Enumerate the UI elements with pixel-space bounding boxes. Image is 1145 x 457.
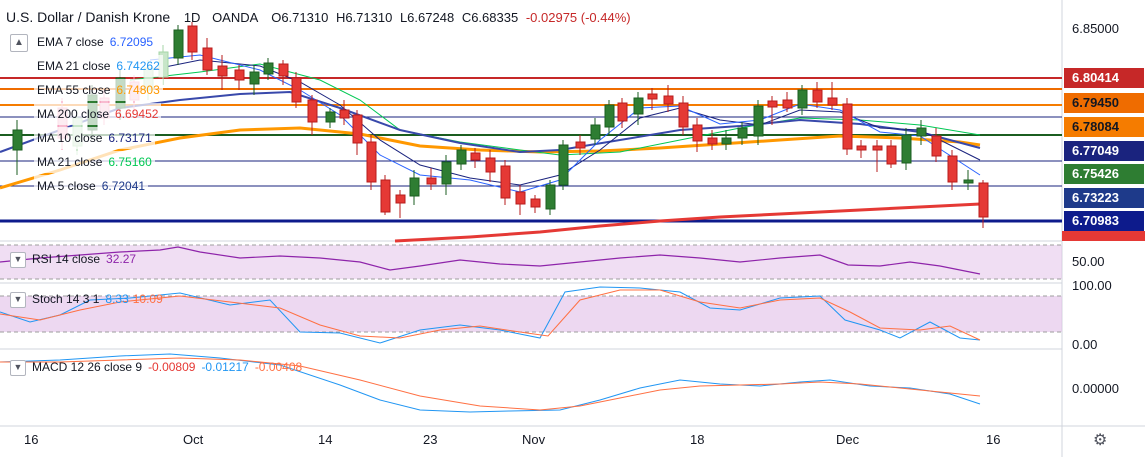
x-axis-label: Oct [183,432,204,447]
high-value: H6.71310 [335,10,393,25]
chevron-down-icon[interactable]: ▼ [10,251,26,268]
macd-signal-line [0,357,981,411]
stoch-legend[interactable]: ▼ Stoch 14 3 1 8.33 10.09 [10,290,163,308]
macd-legend[interactable]: ▼ MACD 12 26 close 9 -0.00809 -0.01217 -0.00… [10,358,302,376]
price-badge: 6.80414 [1064,68,1144,88]
x-axis-label: 16 [986,432,1001,447]
candlesticks [12,22,989,228]
chevron-down-icon[interactable]: ▼ [10,291,26,308]
x-axis-label: 18 [690,432,705,447]
x-axis-label: Nov [522,432,546,447]
ma10-line [149,59,981,186]
legend-ma5[interactable]: MA 5 close 6.72041 [34,175,149,197]
stoch-band [0,296,1062,332]
close-value: C6.68335 [461,10,519,25]
ma21-line [129,63,981,156]
symbol-title[interactable]: U.S. Dollar / Danish Krone [6,9,171,25]
symbol-header: U.S. Dollar / Danish Krone 1D OANDA O6.7… [6,9,631,25]
stoch-axis-top: 100.00 [1072,278,1112,293]
stoch-k-line [0,286,981,344]
price-badge: 6.79450 [1064,93,1144,113]
price-badge: 6.73223 [1064,188,1144,208]
x-axis-label: Dec [836,432,860,447]
macd-axis-label: 0.00000 [1072,381,1119,396]
price-level-lines [0,77,1062,223]
price-badge: 6.78084 [1064,117,1144,137]
open-value: O6.71310 [271,10,329,25]
legend-ema21[interactable]: EMA 21 close 6.74262 [34,55,163,77]
price-badge: 6.75426 [1064,164,1144,184]
price-badge: 6.77049 [1064,141,1144,161]
low-value: L6.67248 [399,10,455,25]
legend-ma21[interactable]: MA 21 close 6.75160 [34,151,155,173]
ema7-line [149,54,981,193]
legend-ma200[interactable]: MA 200 close 6.69452 [34,103,162,125]
rsi-legend[interactable]: ▼ RSI 14 close 32.27 [10,250,136,268]
legend-ma10[interactable]: MA 10 close 6.73171 [34,127,155,149]
change-value: -0.02975 (-0.44%) [525,10,631,25]
ema21-line [0,90,981,154]
stoch-axis-bottom: 0.00 [1072,337,1098,352]
ma200-line [394,202,981,243]
chevron-up-icon[interactable]: ▲ [10,34,28,52]
price-badge: 6.70983 [1064,211,1144,231]
interval-label[interactable]: 1D [183,10,201,25]
rsi-line [0,246,981,275]
x-axis-label: 16 [24,432,39,447]
legend-ema55[interactable]: EMA 55 close 6.74803 [34,79,163,101]
macd-line [0,353,981,413]
stoch-d-line [0,289,981,341]
price-axis-top: 6.85000 [1072,21,1119,36]
ma200-price-marker [1062,231,1145,241]
legend-ema7[interactable]: EMA 7 close 6.72095 [34,31,157,53]
rsi-band [0,245,1062,279]
gear-icon[interactable]: ⚙ [1093,432,1108,449]
exchange-label: OANDA [212,10,258,25]
rsi-axis-label: 50.00 [1072,254,1105,269]
x-axis-label: 14 [318,432,333,447]
chevron-down-icon[interactable]: ▼ [10,359,26,376]
x-axis-label: 23 [423,432,438,447]
